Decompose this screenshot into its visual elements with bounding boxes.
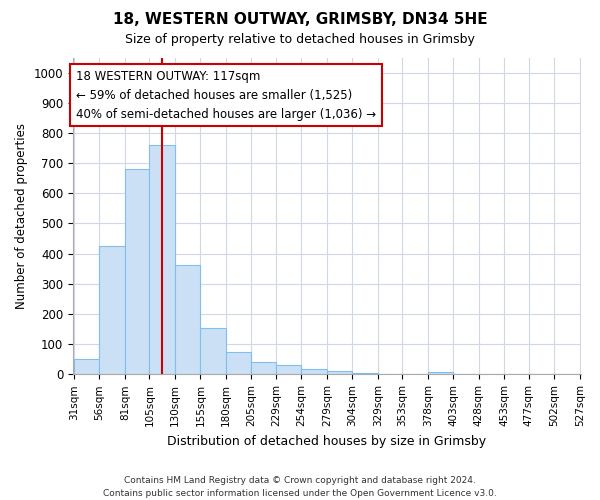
Bar [428, 372, 454, 374]
Bar [226, 352, 251, 374]
X-axis label: Distribution of detached houses by size in Grimsby: Distribution of detached houses by size … [167, 434, 487, 448]
Bar [149, 145, 175, 374]
Bar [200, 328, 226, 374]
Bar [74, 358, 100, 374]
Bar [276, 366, 301, 374]
Bar [175, 265, 200, 374]
Bar [251, 362, 276, 374]
Bar [352, 373, 378, 374]
Y-axis label: Number of detached properties: Number of detached properties [15, 123, 28, 309]
Text: 18, WESTERN OUTWAY, GRIMSBY, DN34 5HE: 18, WESTERN OUTWAY, GRIMSBY, DN34 5HE [113, 12, 487, 28]
Text: 18 WESTERN OUTWAY: 117sqm
← 59% of detached houses are smaller (1,525)
40% of se: 18 WESTERN OUTWAY: 117sqm ← 59% of detac… [76, 70, 376, 120]
Bar [327, 372, 352, 374]
Bar [125, 169, 149, 374]
Text: Size of property relative to detached houses in Grimsby: Size of property relative to detached ho… [125, 32, 475, 46]
Bar [100, 246, 125, 374]
Bar [301, 369, 327, 374]
Text: Contains HM Land Registry data © Crown copyright and database right 2024.
Contai: Contains HM Land Registry data © Crown c… [103, 476, 497, 498]
